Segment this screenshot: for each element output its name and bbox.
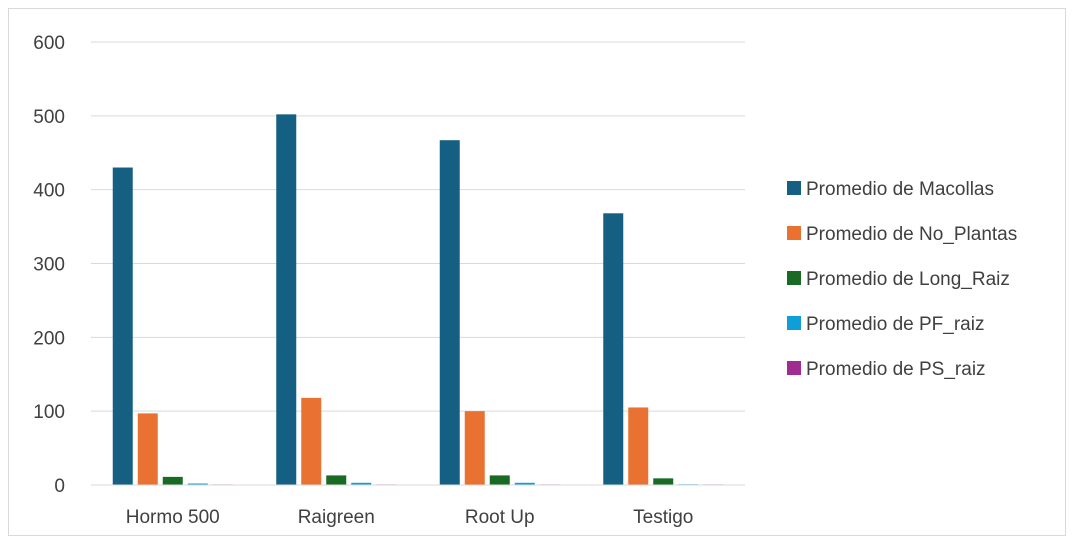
legend-item: Promedio de PF_raiz [787,314,984,335]
legend-label: Promedio de Long_Raiz [806,269,1010,290]
gridlines [91,41,745,486]
y-tick-label: 0 [54,476,65,497]
legend-item: Promedio de Macollas [787,179,994,200]
bar-4-3 [514,482,535,485]
bar-3-2 [326,475,347,485]
legend-swatch [787,226,801,240]
bar-3-3 [489,475,510,485]
bar-2-2 [301,397,322,485]
legend-swatch [787,181,801,195]
bar-1-1 [112,167,133,485]
chart-container: 0 100 200 300 400 500 600 Hormo 500 Raigreen Roo… [8,8,1066,536]
bar-4-2 [351,482,372,485]
bar-chart: 0 100 200 300 400 500 600 Hormo 500 Raigreen Roo… [33,33,1017,528]
y-axis: 0 100 200 300 400 500 600 [33,33,65,497]
x-tick-label: Raigreen [298,507,375,528]
legend-label: Promedio de Macollas [806,179,994,200]
bar-2-4 [628,407,649,485]
y-tick-label: 200 [33,328,65,349]
legend-swatch [787,361,801,375]
legend-label: Promedio de PS_raiz [806,359,986,380]
legend: Promedio de Macollas Promedio de No_Plant… [787,179,1017,380]
x-tick-label: Hormo 500 [126,507,220,528]
legend-item: Promedio de PS_raiz [787,359,986,380]
bar-2-1 [137,413,158,485]
bar-1-2 [276,114,297,486]
bar-1-4 [603,213,624,485]
legend-swatch [787,316,801,330]
y-tick-label: 100 [33,402,65,423]
legend-item: Promedio de No_Plantas [787,224,1017,245]
legend-label: Promedio de PF_raiz [806,314,984,335]
bar-1-3 [439,140,460,485]
y-tick-label: 600 [33,33,65,54]
x-tick-label: Testigo [633,507,693,528]
bar-3-1 [162,476,183,485]
y-tick-label: 500 [33,107,65,128]
bar-3-4 [653,478,674,485]
bars [112,114,724,486]
x-axis: Hormo 500 Raigreen Root Up Testigo [91,484,745,528]
y-tick-label: 300 [33,255,65,276]
y-tick-label: 400 [33,181,65,202]
legend-item: Promedio de Long_Raiz [787,269,1010,290]
bar-2-3 [464,411,485,485]
legend-label: Promedio de No_Plantas [806,224,1017,245]
legend-swatch [787,271,801,285]
bar-4-1 [187,483,208,485]
x-tick-label: Root Up [465,507,535,528]
